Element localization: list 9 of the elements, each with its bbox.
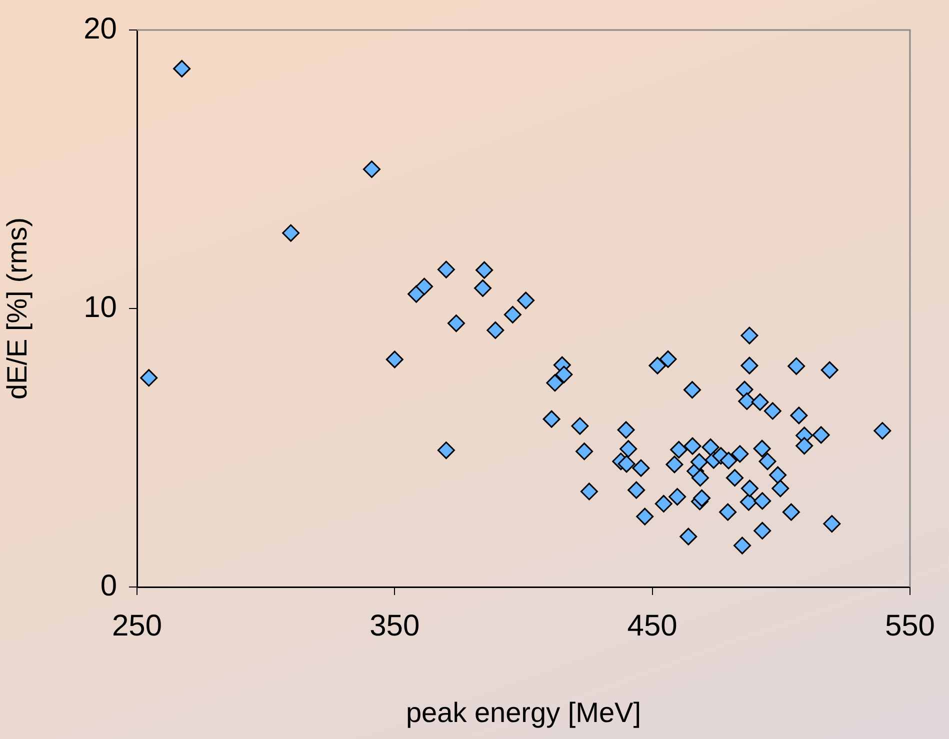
- y-tick-label: 0: [100, 569, 117, 602]
- x-tick-label: 250: [112, 609, 162, 642]
- y-tick-label: 10: [84, 290, 117, 324]
- x-tick-label: 550: [884, 609, 936, 642]
- x-axis-title: peak energy [MeV]: [406, 696, 641, 728]
- x-tick-label: 350: [370, 609, 420, 642]
- y-axis-title: dE/E [%] (rms): [2, 217, 33, 400]
- y-tick-label: 20: [84, 12, 117, 46]
- x-tick-label: 450: [627, 609, 678, 642]
